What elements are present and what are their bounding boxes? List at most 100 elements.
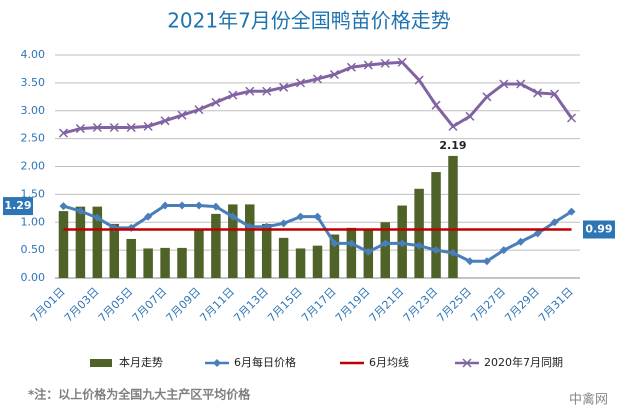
point: [93, 213, 102, 222]
point: [329, 69, 339, 80]
bar: [228, 204, 238, 278]
point: [330, 239, 339, 248]
point: [414, 75, 424, 85]
point: [364, 247, 373, 256]
legend-label: 本月走势: [119, 355, 163, 369]
y-tick-label: 2.50: [21, 132, 46, 145]
point: [448, 248, 457, 257]
point: [482, 92, 492, 102]
point: [381, 239, 390, 248]
bar: [329, 234, 340, 278]
bar: [211, 213, 221, 278]
bar: [109, 223, 120, 278]
bar: [58, 211, 69, 278]
point: [177, 110, 187, 120]
y-tick-label: 3.50: [21, 76, 46, 89]
point: [398, 239, 407, 248]
y-tick-label: 1.00: [21, 215, 46, 228]
watermark: 中禽网: [569, 392, 608, 408]
point: [296, 212, 305, 221]
point: [92, 122, 102, 133]
point: [347, 239, 356, 248]
point: [109, 122, 119, 133]
point: [296, 78, 306, 88]
point: [346, 62, 356, 72]
point: [245, 86, 255, 96]
point: [161, 201, 170, 210]
point: [465, 111, 475, 121]
footnote: *注：以上价格为全国九大主产区平均价格: [28, 387, 251, 402]
point: [482, 257, 491, 266]
annotation: 0.99: [585, 222, 612, 235]
legend-label: 6月每日价格: [234, 355, 296, 369]
point: [126, 122, 136, 133]
legend-marker: [213, 359, 221, 367]
bar: [312, 245, 323, 278]
y-tick-label: 2.00: [21, 160, 46, 173]
bar: [414, 188, 424, 278]
bar: [126, 238, 136, 278]
point: [76, 207, 85, 216]
bar: [431, 172, 441, 278]
bar: [261, 223, 272, 278]
point: [75, 124, 85, 134]
y-tick-label: 0.00: [21, 271, 46, 284]
legend-label: 2020年7月同期: [484, 355, 563, 369]
point: [194, 105, 204, 115]
y-tick-label: 4.00: [21, 48, 46, 61]
point: [228, 90, 238, 100]
point: [312, 74, 323, 84]
y-tick-label: 3.00: [21, 104, 46, 117]
point: [194, 201, 203, 210]
point: [380, 58, 390, 68]
bar: [245, 204, 255, 278]
point: [59, 202, 68, 211]
bar: [143, 248, 153, 278]
point: [499, 79, 509, 89]
point: [516, 79, 526, 89]
data-label: 1.29: [4, 199, 31, 212]
bar: [160, 247, 170, 278]
point: [58, 128, 68, 138]
point: [533, 88, 543, 98]
legend-label: 6月均线: [369, 355, 409, 369]
point: [228, 212, 237, 221]
point: [144, 212, 153, 221]
point: [143, 121, 153, 131]
chart-title: 2021年7月份全国鸭苗价格走势: [167, 9, 451, 33]
bar: [380, 222, 390, 278]
point: [211, 97, 221, 107]
bar: [194, 228, 204, 278]
point: [178, 201, 187, 210]
data-label-box: [3, 197, 33, 216]
point: [279, 219, 288, 228]
point: [567, 207, 576, 216]
point: [448, 121, 458, 131]
point: [431, 100, 441, 110]
point: [160, 116, 170, 126]
bar: [295, 248, 306, 278]
point: [262, 86, 272, 96]
point: [465, 257, 474, 266]
point: [516, 237, 525, 246]
point: [550, 218, 559, 227]
point: [211, 202, 220, 211]
data-label: 2.19: [439, 139, 466, 152]
point: [313, 212, 322, 221]
point: [397, 57, 407, 67]
bar: [75, 206, 86, 278]
point: [567, 113, 577, 123]
bar: [177, 247, 187, 278]
bar: [448, 155, 458, 278]
point: [499, 246, 508, 255]
annotation-box: [583, 220, 615, 239]
bar: [346, 227, 357, 278]
bar: [278, 237, 289, 278]
point: [533, 229, 542, 238]
bar: [92, 206, 103, 278]
y-tick-label: 0.50: [21, 243, 46, 256]
point: [279, 82, 289, 92]
point: [550, 89, 560, 99]
